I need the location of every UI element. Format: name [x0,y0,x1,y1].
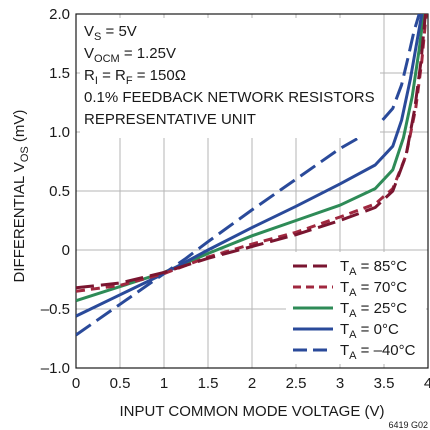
annotation-background [80,18,380,138]
x-tick-label: 0 [72,375,80,392]
y-axis-label-sub: OS [19,146,31,162]
legend-label: TA = 25°C [340,300,407,320]
annotation-line: VOCM = 1.25V [84,45,176,65]
plot-frame [75,13,429,369]
y-tick-label: 0.5 [49,183,70,200]
annotation-line: RI = RF = 150Ω [84,67,186,87]
y-tick-label: 1.0 [49,124,70,141]
y-tick-label: –0.5 [41,301,70,318]
y-axis-label: DIFFERENTIAL VOS (mV) [11,110,31,283]
annotation-line: REPRESENTATIVE UNIT [84,111,256,128]
y-tick-label: 1.5 [49,65,70,82]
annotation-line: VS = 5V [84,23,137,43]
y-axis-label-main: DIFFERENTIAL V [11,162,28,282]
x-tick-label: 3 [336,375,344,392]
figure-id: 6419 G02 [388,420,428,430]
legend: TA = 85°CTA = 70°CTA = 25°CTA = 0°CTA = … [286,252,426,364]
y-axis-label-unit: (mV) [11,110,28,147]
legend-label: TA = 0°C [340,321,399,341]
legend-label: TA = 70°C [340,279,407,299]
x-tick-label: 3.5 [374,375,395,392]
y-tick-label: 2.0 [49,6,70,23]
x-axis-label: INPUT COMMON MODE VOLTAGE (V) [119,403,384,420]
annotation-line: 0.1% FEEDBACK NETWORK RESISTORS [84,89,375,106]
x-tick-label: 2.5 [286,375,307,392]
series-line [76,14,427,290]
x-tick-label: 4 [424,375,430,392]
x-tick-label: 2 [248,375,256,392]
y-tick-label: –1.0 [41,360,70,377]
legend-label: TA = 85°C [340,258,407,278]
x-tick-label: 1 [160,375,168,392]
legend-label: TA = –40°C [340,342,416,362]
y-tick-label: 0 [62,242,70,259]
x-tick-label: 1.5 [198,375,219,392]
x-tick-label: 0.5 [110,375,131,392]
